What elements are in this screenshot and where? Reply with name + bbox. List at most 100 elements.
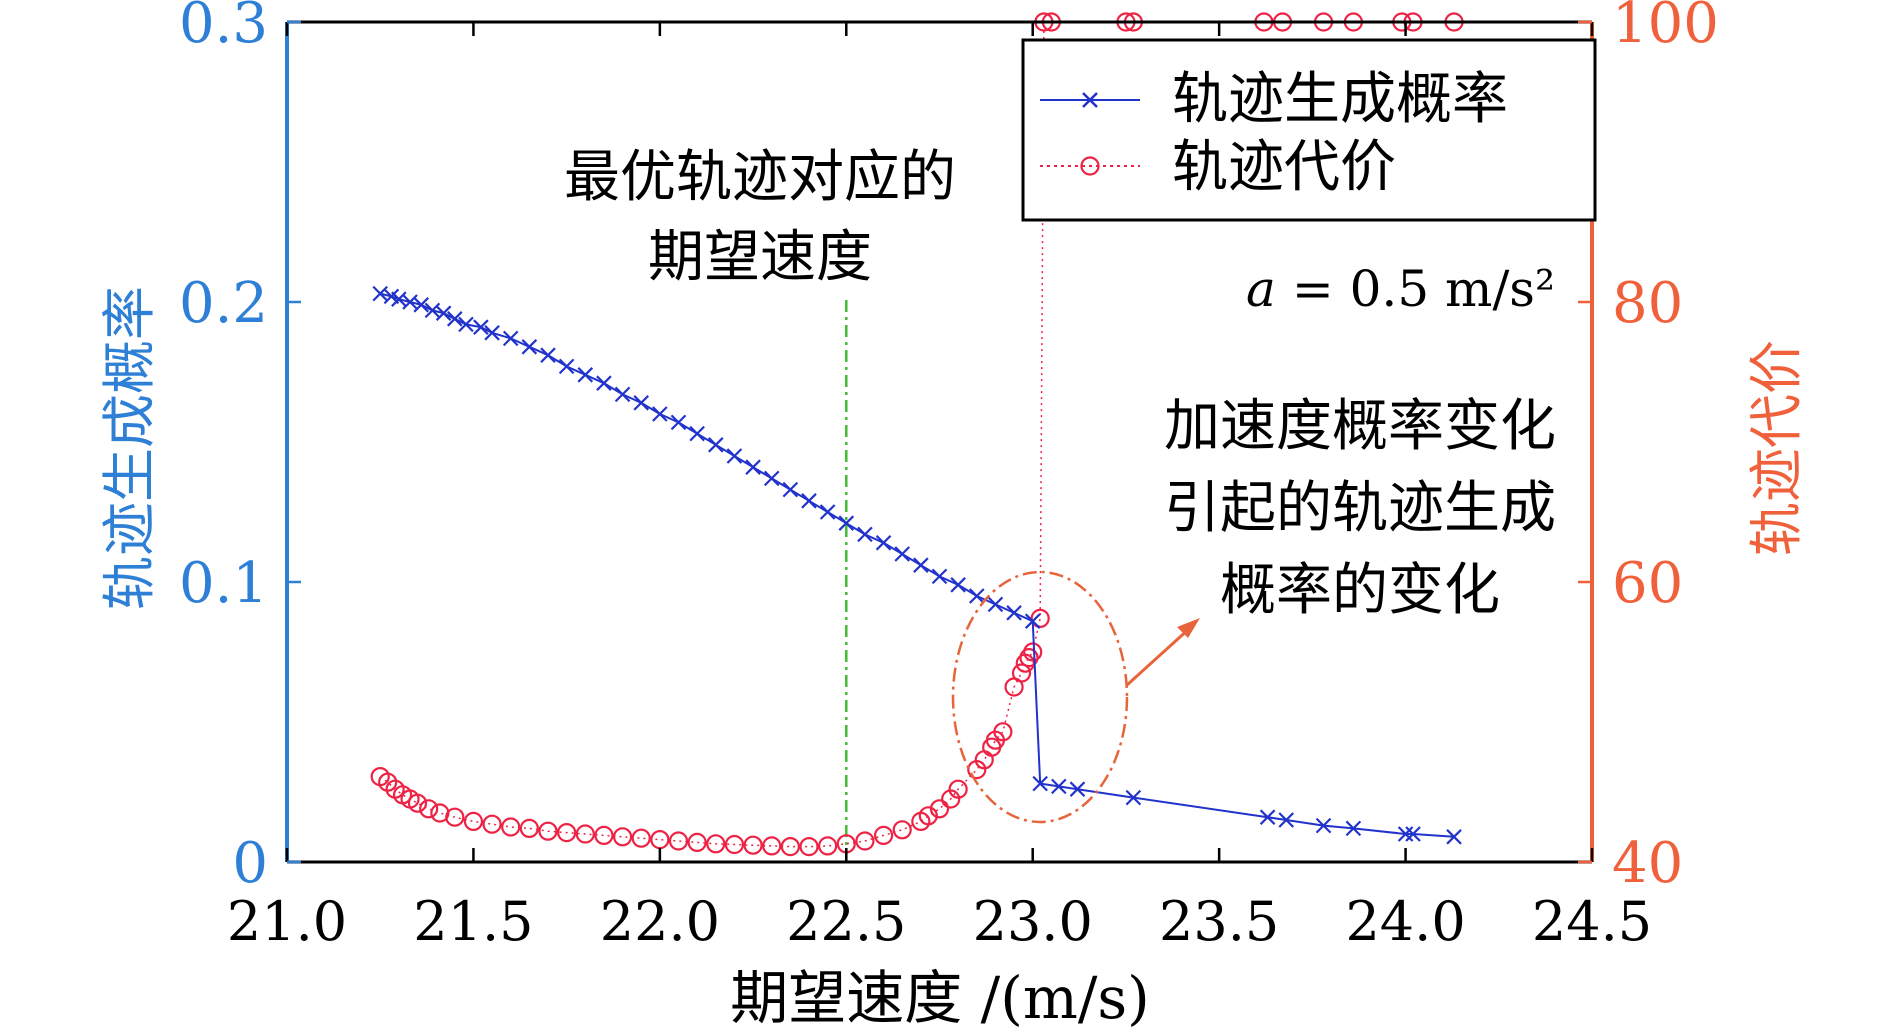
cost-point bbox=[1011, 663, 1032, 683]
probability-point bbox=[801, 493, 817, 509]
x-tick-label: 24.0 bbox=[1345, 890, 1465, 953]
cost-point bbox=[538, 821, 558, 841]
cost-point bbox=[557, 822, 577, 843]
probability-point bbox=[558, 358, 575, 375]
change-arrow-head bbox=[1177, 618, 1200, 638]
probability-point bbox=[1125, 789, 1142, 806]
probability-point bbox=[782, 481, 799, 498]
probability-point bbox=[652, 406, 668, 422]
cost-point bbox=[1023, 642, 1043, 662]
cost-point bbox=[668, 831, 689, 851]
probability-point bbox=[969, 588, 985, 604]
probability-point bbox=[596, 375, 612, 391]
cost-point bbox=[612, 827, 633, 847]
x-tick-label: 24.5 bbox=[1532, 890, 1652, 953]
probability-point bbox=[484, 325, 500, 341]
cost-point bbox=[687, 832, 707, 853]
cost-point bbox=[855, 831, 875, 851]
probability-point bbox=[894, 546, 910, 562]
probability-point bbox=[1405, 826, 1421, 842]
probability-point bbox=[670, 414, 687, 431]
change-arrow-shaft bbox=[1125, 626, 1192, 687]
left-y-axis-ticks: 0 0.1 0.2 0.3 bbox=[179, 0, 301, 896]
probability-point bbox=[1069, 781, 1086, 797]
right-y-tick-label: 60 bbox=[1612, 551, 1683, 616]
x-tick-label: 21.5 bbox=[413, 890, 533, 953]
cost-point bbox=[631, 828, 651, 848]
probability-point bbox=[633, 395, 649, 411]
right-y-tick-label: 80 bbox=[1612, 271, 1683, 336]
probability-point bbox=[458, 316, 474, 333]
probability-point bbox=[1051, 778, 1067, 795]
left-y-tick-label: 0.2 bbox=[179, 271, 268, 336]
cost-point bbox=[743, 835, 763, 855]
probability-point bbox=[473, 319, 489, 335]
x-axis-label: 期望速度 /(m/s) bbox=[730, 964, 1150, 1027]
legend-probability-label: 轨迹生成概率 bbox=[1172, 67, 1508, 132]
probability-point bbox=[447, 311, 463, 327]
optimal-speed-label-line1: 最优轨迹对应的 bbox=[564, 145, 956, 210]
cost-point bbox=[873, 825, 894, 846]
x-axis-ticks: 21.0 21.5 22.0 22.5 23.0 23.5 24.0 24.5 bbox=[227, 22, 1652, 953]
change-label-line3: 概率的变化 bbox=[1220, 558, 1500, 623]
probability-point bbox=[1446, 829, 1462, 845]
cost-point bbox=[519, 818, 539, 839]
probability-point bbox=[1278, 812, 1295, 828]
cost-point bbox=[650, 829, 670, 850]
cost-point bbox=[993, 722, 1013, 742]
probability-point bbox=[521, 339, 538, 355]
cost-point bbox=[948, 779, 968, 799]
cost-point bbox=[1019, 647, 1039, 668]
right-y-tick-label: 40 bbox=[1612, 831, 1683, 896]
cost-point bbox=[594, 825, 614, 846]
cost-point bbox=[799, 836, 819, 857]
probability-point bbox=[1397, 826, 1414, 842]
cost-point bbox=[463, 811, 484, 832]
cost-point bbox=[501, 817, 521, 837]
x-tick-label: 21.0 bbox=[227, 890, 347, 953]
probability-point bbox=[763, 470, 780, 487]
cost-point bbox=[929, 799, 950, 819]
right-y-axis-label: 轨迹代价 bbox=[1745, 340, 1808, 556]
cost-point bbox=[419, 799, 439, 819]
cost-point bbox=[575, 824, 595, 844]
left-y-tick-label: 0.1 bbox=[179, 551, 268, 616]
left-y-axis-label: 轨迹生成概率 bbox=[98, 286, 161, 610]
probability-point bbox=[838, 515, 855, 531]
cost-point bbox=[818, 836, 838, 856]
left-y-tick-label: 0.3 bbox=[179, 0, 268, 56]
probability-point bbox=[1259, 809, 1276, 825]
cost-point bbox=[1030, 608, 1050, 629]
x-tick-label: 23.5 bbox=[1159, 890, 1279, 953]
probability-point bbox=[435, 305, 452, 321]
cost-point bbox=[724, 834, 745, 855]
cost-point bbox=[780, 836, 800, 857]
probability-point bbox=[987, 596, 1004, 613]
legend-cost-label: 轨迹代价 bbox=[1172, 135, 1396, 200]
probability-point bbox=[1032, 775, 1048, 792]
probability-point bbox=[689, 425, 705, 442]
cost-point bbox=[407, 793, 428, 813]
x-tick-label: 23.0 bbox=[973, 890, 1093, 953]
probability-point bbox=[1006, 605, 1022, 621]
probability-point bbox=[875, 535, 892, 551]
left-y-tick-label: 0 bbox=[232, 831, 268, 896]
probability-point bbox=[1315, 817, 1332, 834]
probability-point bbox=[502, 330, 519, 347]
legend-probability-marker bbox=[1082, 92, 1098, 108]
probability-point bbox=[950, 577, 966, 593]
probability-point bbox=[726, 448, 743, 464]
optimal-speed-label-line2: 期望速度 bbox=[648, 225, 872, 290]
legend-cost-marker bbox=[1080, 156, 1100, 176]
probability-point bbox=[931, 568, 948, 585]
probability-point bbox=[577, 367, 594, 383]
cost-point bbox=[482, 814, 502, 834]
probability-point bbox=[413, 297, 430, 313]
probability-point bbox=[614, 386, 631, 403]
probability-point bbox=[819, 504, 836, 520]
probability-point bbox=[913, 557, 929, 573]
cost-point bbox=[892, 820, 912, 840]
x-tick-label: 22.5 bbox=[786, 890, 906, 953]
legend-box bbox=[1021, 38, 1597, 222]
cost-point bbox=[445, 807, 465, 827]
